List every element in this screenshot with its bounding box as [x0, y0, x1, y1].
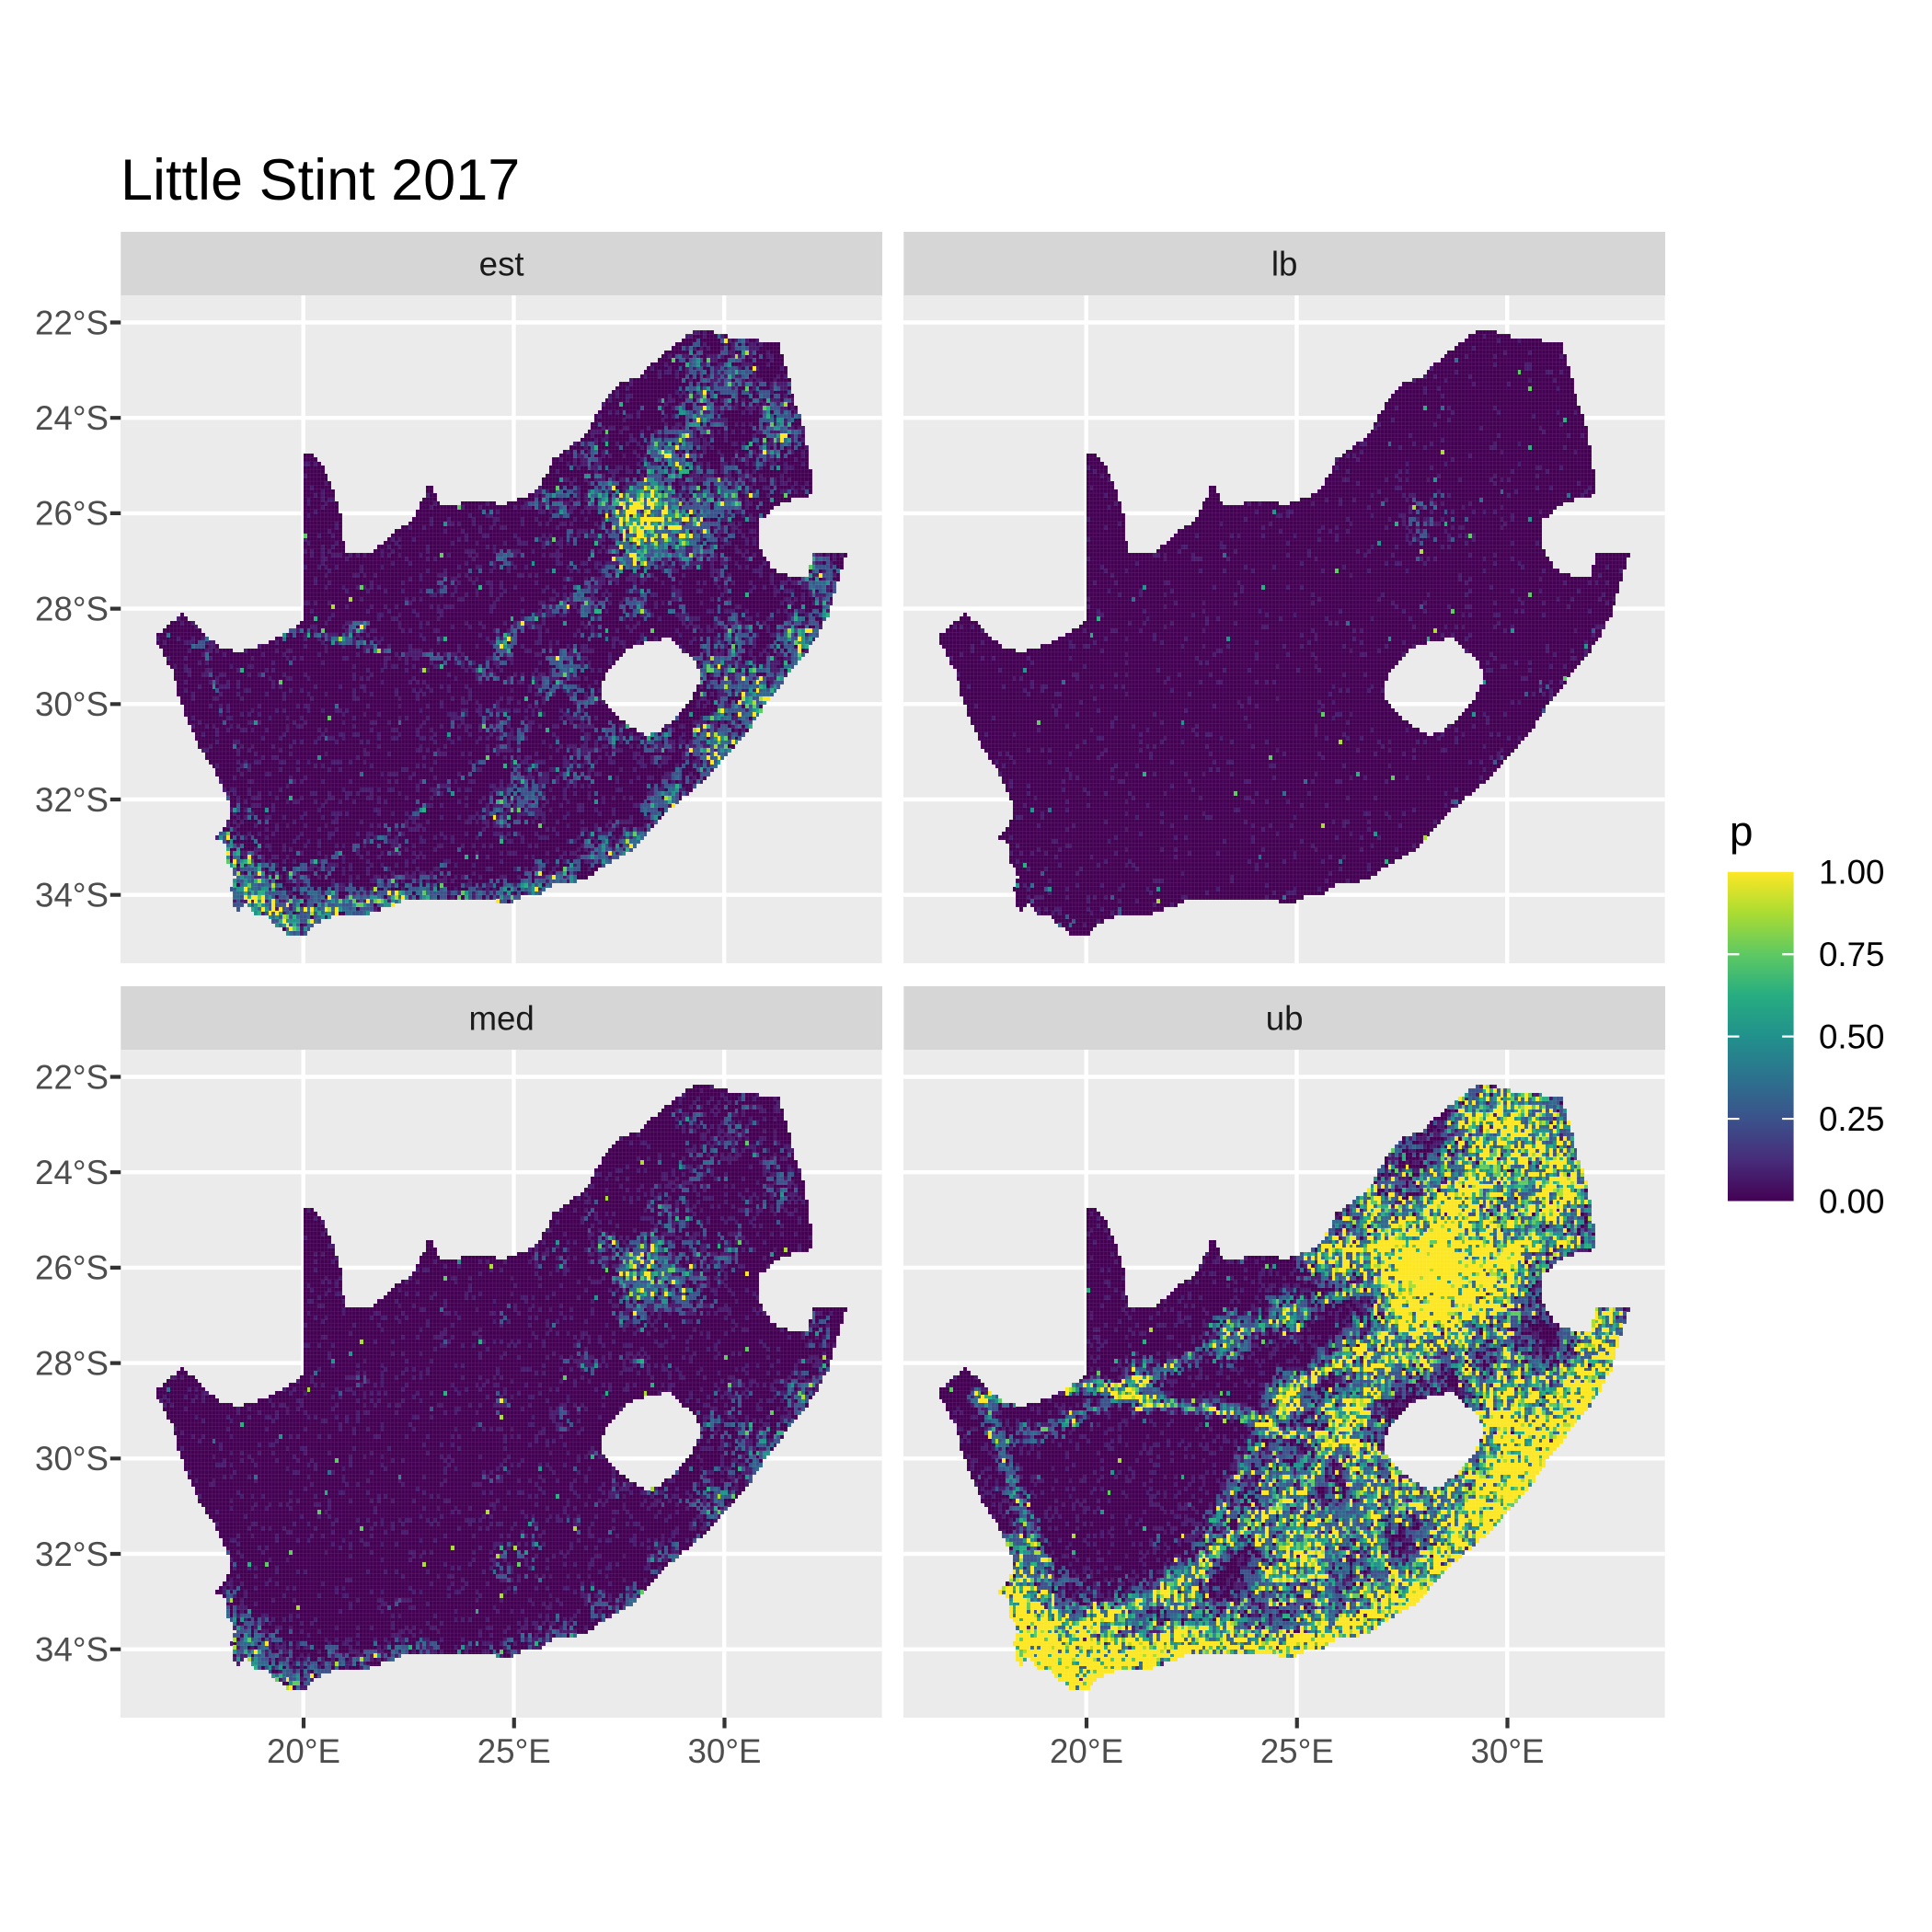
svg-text:28°S: 28°S — [35, 1344, 109, 1382]
svg-text:30°S: 30°S — [35, 1440, 109, 1478]
svg-text:30°E: 30°E — [688, 1732, 762, 1770]
svg-text:34°S: 34°S — [35, 1631, 109, 1669]
svg-text:1.00: 1.00 — [1819, 854, 1884, 891]
svg-text:25°E: 25°E — [1260, 1732, 1334, 1770]
svg-text:med: med — [468, 1000, 534, 1038]
svg-text:22°S: 22°S — [35, 304, 109, 341]
svg-text:24°S: 24°S — [35, 1154, 109, 1191]
svg-text:32°S: 32°S — [35, 1535, 109, 1573]
svg-text:0.75: 0.75 — [1819, 936, 1884, 973]
svg-text:26°S: 26°S — [35, 495, 109, 533]
svg-text:Little Stint 2017: Little Stint 2017 — [121, 148, 520, 213]
svg-text:est: est — [479, 246, 524, 283]
svg-text:30°S: 30°S — [35, 685, 109, 723]
svg-text:24°S: 24°S — [35, 399, 109, 437]
svg-text:0.00: 0.00 — [1819, 1182, 1884, 1220]
svg-text:0.25: 0.25 — [1819, 1100, 1884, 1138]
svg-text:p: p — [1730, 808, 1753, 855]
svg-text:20°E: 20°E — [1050, 1732, 1123, 1770]
svg-text:22°S: 22°S — [35, 1058, 109, 1096]
svg-text:25°E: 25°E — [477, 1732, 551, 1770]
svg-text:32°S: 32°S — [35, 781, 109, 819]
svg-text:30°E: 30°E — [1471, 1732, 1545, 1770]
svg-text:28°S: 28°S — [35, 590, 109, 627]
svg-text:ub: ub — [1266, 1000, 1304, 1038]
svg-text:34°S: 34°S — [35, 877, 109, 914]
svg-text:lb: lb — [1271, 246, 1298, 283]
svg-text:26°S: 26°S — [35, 1249, 109, 1287]
svg-text:20°E: 20°E — [267, 1732, 340, 1770]
svg-text:0.50: 0.50 — [1819, 1018, 1884, 1055]
